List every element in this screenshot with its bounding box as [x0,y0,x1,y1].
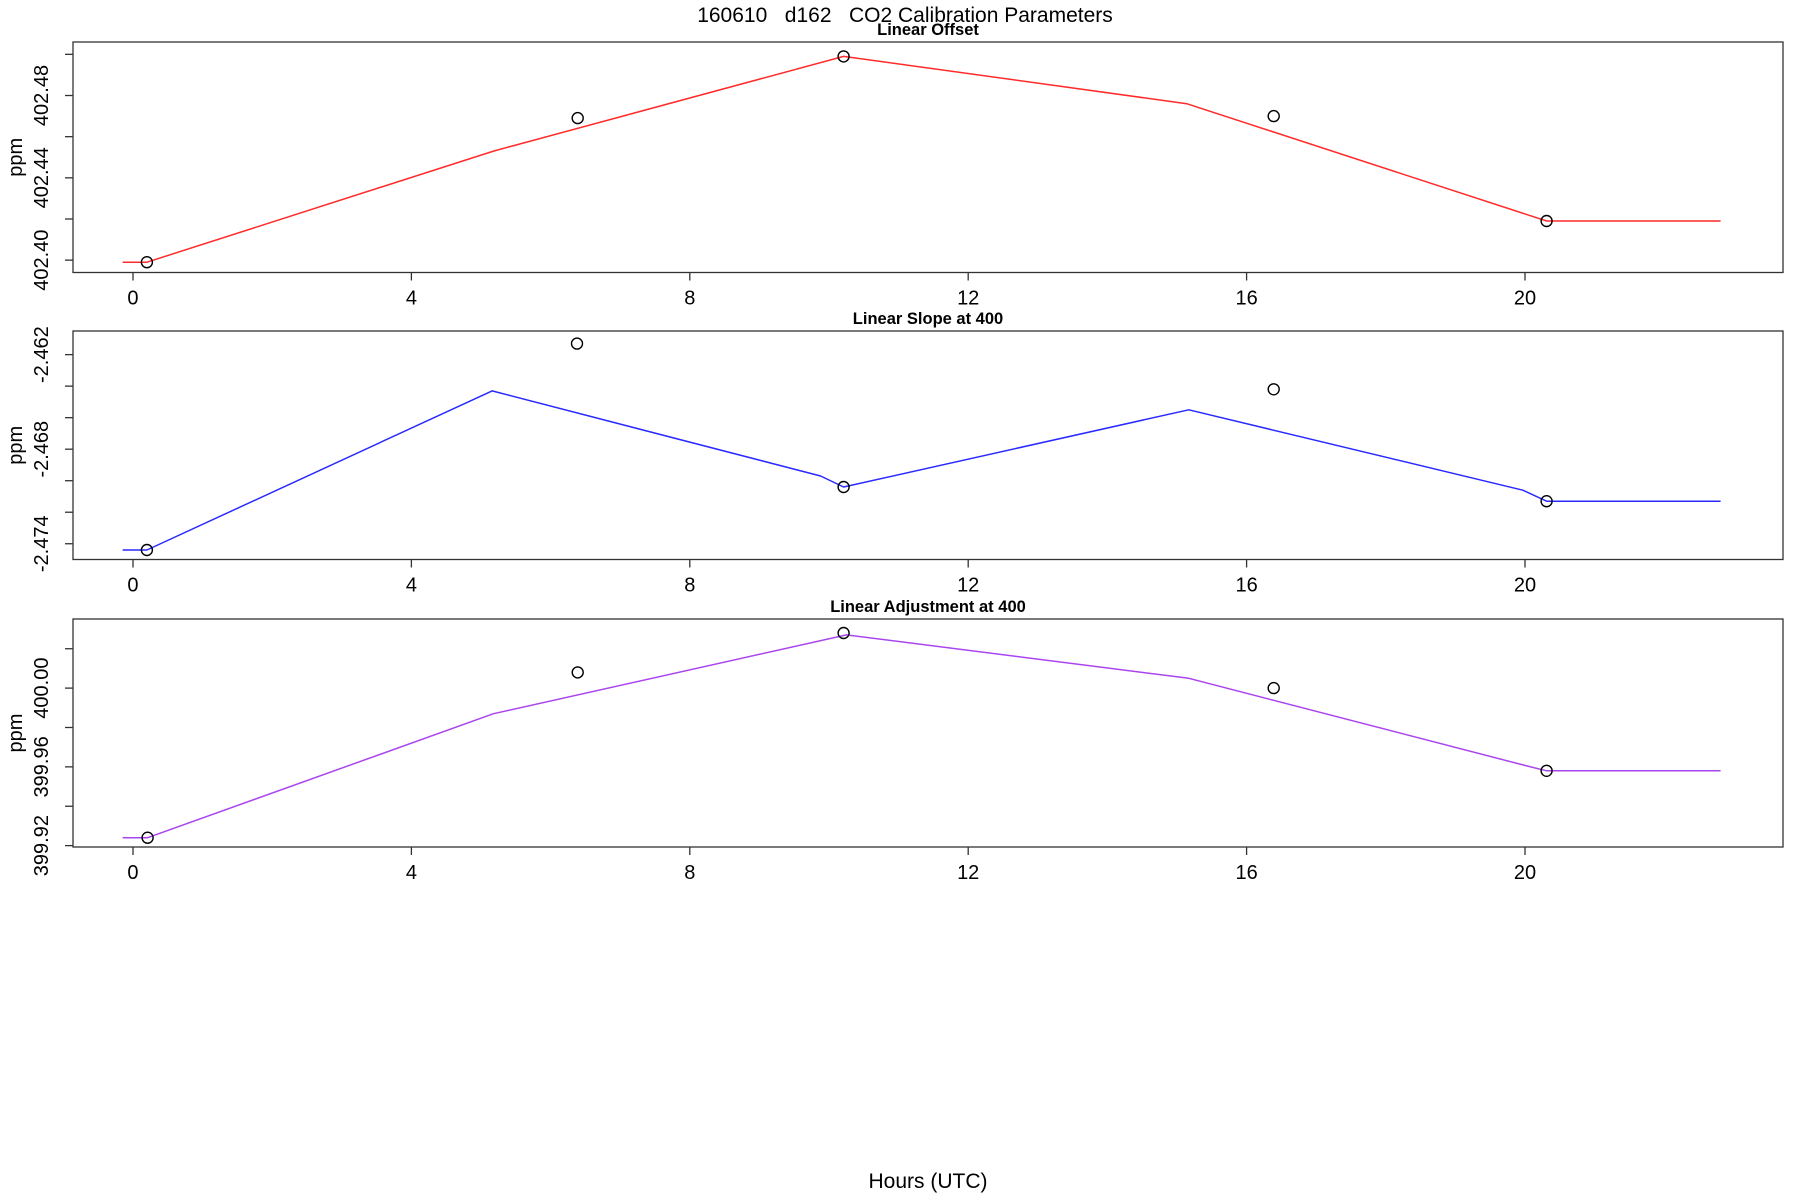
x-tick-label: 0 [127,288,138,310]
y-axis-label: ppm [5,426,27,465]
figure-title: 160610 d162 CO2 Calibration Parameters [697,4,1113,27]
x-tick-label: 12 [957,862,979,884]
x-tick-label: 20 [1514,575,1536,597]
plot-border [72,41,1784,274]
x-tick-label: 4 [406,575,417,597]
x-tick-label: 16 [1235,862,1257,884]
data-point [571,666,584,679]
data-point [837,480,850,494]
data-point [1267,383,1280,396]
y-tick-label: -2.462 [31,326,53,383]
y-axis-label: ppm [5,138,27,177]
x-tick-label: 16 [1235,575,1257,597]
data-point [1267,681,1280,695]
data-point [1540,495,1553,508]
plot-border [72,330,1784,561]
x-tick-label: 4 [406,288,417,310]
y-tick-label: 402.40 [31,230,53,291]
x-tick-label: 4 [406,862,417,884]
y-tick-label: 402.48 [31,65,53,126]
data-point [837,626,850,640]
data-point [1540,764,1553,777]
panel-title: Linear Offset [877,21,979,39]
plot-border [72,618,1784,848]
x-tick-label: 16 [1235,288,1257,310]
data-point [1540,214,1553,228]
panel-title: Linear Adjustment at 400 [830,598,1026,616]
y-tick-label: 399.96 [31,736,53,797]
fit-line [122,55,1721,263]
data-point [141,831,154,844]
y-tick-label: 400.00 [31,658,53,719]
y-tick-label: 399.92 [31,815,53,876]
data-point [570,337,584,350]
data-point [837,50,850,63]
x-tick-label: 8 [684,575,695,597]
data-point [140,543,154,557]
fit-line [122,634,1721,839]
x-tick-label: 12 [957,288,979,310]
panel-title: Linear Slope at 400 [853,310,1003,328]
y-tick-label: -2.468 [31,421,53,478]
x-tick-label: 8 [684,288,695,310]
fit-line [122,390,1721,551]
y-tick-label: -2.474 [31,515,53,572]
x-tick-label: 8 [684,862,695,884]
data-point [1267,109,1280,123]
y-tick-label: 402.44 [31,147,53,208]
data-point [140,256,154,269]
x-tick-label: 0 [127,862,138,884]
x-tick-label: 12 [957,575,979,597]
x-tick-label: 20 [1514,288,1536,310]
y-axis-label: ppm [5,714,27,753]
panel-linear-offset: Linear Offset ppm 0 4 8 12 16 20 402.40 402.44 402… [5,21,1784,310]
x-tick-label: 20 [1514,862,1536,884]
x-tick-label: 0 [127,575,138,597]
panel-linear-adjustment-at-400: Linear Adjustment at 400 ppm 0 4 8 12 16 20 399.… [5,598,1784,884]
panel-linear-slope-at-400: Linear Slope at 400 ppm 0 4 8 12 16 20 -2.474 -2.… [5,310,1784,597]
data-point [571,111,584,125]
x-axis-title: Hours (UTC) [868,1170,988,1193]
